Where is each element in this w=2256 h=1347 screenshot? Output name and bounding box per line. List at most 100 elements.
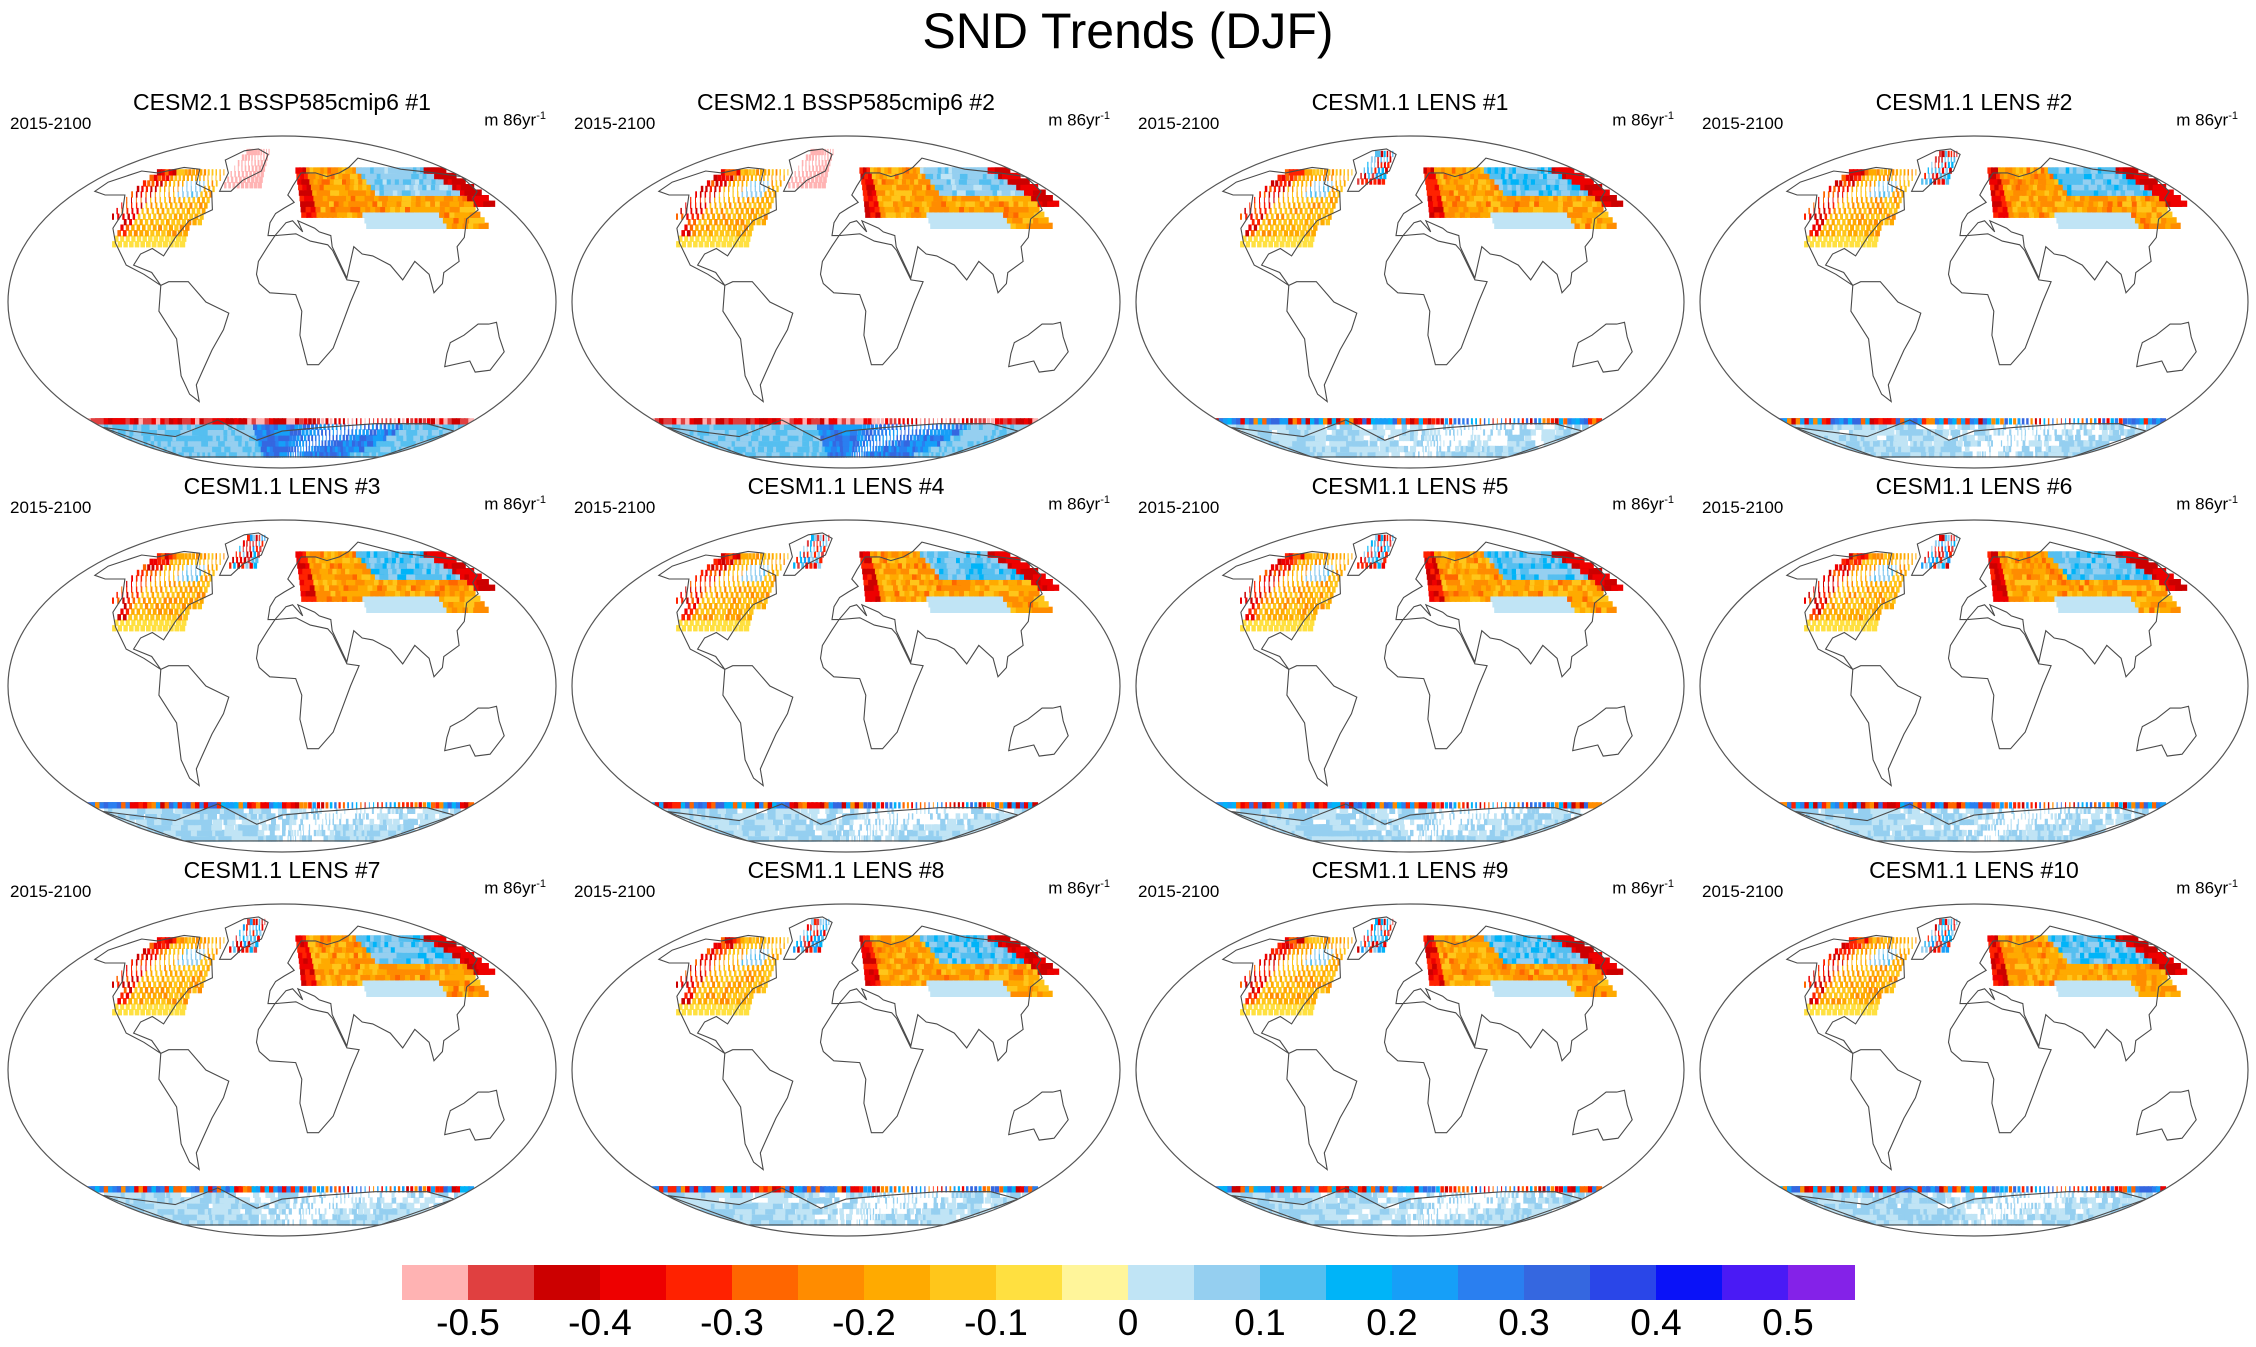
trend-cell (935, 222, 944, 229)
trend-cell (1010, 222, 1020, 229)
trend-cell (895, 211, 904, 218)
trend-cell (1955, 451, 1962, 458)
trend-cell (244, 160, 246, 167)
trend-cell (1248, 235, 1253, 242)
trend-cell (260, 445, 267, 453)
trend-cell (306, 211, 313, 218)
trend-cell (922, 429, 925, 436)
trend-cell (815, 440, 823, 447)
trend-cell (204, 586, 208, 593)
trend-cell (157, 625, 163, 632)
trend-cell (2079, 423, 2083, 430)
trend-cell (1576, 217, 1586, 224)
trend-cell (1289, 230, 1294, 237)
trend-cell (2150, 217, 2161, 224)
trend-cell (1982, 418, 1988, 425)
trend-cell (148, 597, 151, 604)
trend-cell (862, 167, 869, 174)
trend-cell (676, 241, 681, 248)
trend-cell (2052, 423, 2054, 430)
trend-cell (1950, 150, 1953, 158)
trend-cell (1014, 423, 1021, 430)
trend-cell (458, 217, 469, 224)
trend-cell (969, 206, 979, 213)
trend-cell (930, 434, 935, 442)
trend-cell (1871, 202, 1875, 209)
trend-cell (1834, 180, 1839, 187)
trend-cell (1298, 174, 1302, 181)
trend-cell (155, 230, 160, 237)
trend-cell (153, 213, 157, 220)
trend-cell (320, 206, 328, 213)
trend-cell (1874, 191, 1876, 198)
trend-cell (1842, 191, 1844, 198)
trend-cell (855, 445, 858, 453)
trend-cell (755, 191, 758, 198)
trend-cell (1541, 434, 1550, 442)
trend-cell (732, 180, 735, 187)
trend-cell (915, 418, 918, 425)
trend-cell (788, 182, 791, 189)
trend-cell (700, 185, 704, 193)
trend-cell (740, 235, 745, 242)
trend-cell (1304, 219, 1309, 226)
trend-cell (1018, 423, 1025, 430)
trend-cell (1560, 217, 1570, 224)
trend-cell (356, 434, 360, 442)
trend-cell (1383, 172, 1387, 180)
trend-cell (2014, 434, 2016, 442)
trend-cell (746, 185, 747, 193)
trend-cell (2105, 211, 2115, 218)
trend-cell (1347, 169, 1349, 176)
trend-cell (194, 213, 199, 220)
trend-cell (1877, 224, 1882, 231)
trend-cell (734, 235, 740, 242)
trend-cell (824, 418, 831, 425)
trend-cell (357, 200, 366, 207)
trend-cell (368, 418, 370, 425)
trend-cell (809, 154, 812, 161)
trend-cell (2034, 211, 2042, 218)
trend-cell (873, 178, 880, 185)
trend-cell (140, 241, 145, 248)
trend-cell (116, 207, 118, 215)
trend-cell (1928, 172, 1931, 180)
trend-cell (1455, 195, 1463, 202)
trend-cell (1245, 213, 1248, 220)
trend-cell (1847, 230, 1852, 237)
trend-cell (883, 445, 887, 453)
trend-cell (933, 217, 942, 224)
trend-cell (379, 423, 383, 430)
trend-cell (1521, 222, 1530, 229)
trend-cell (2061, 429, 2065, 436)
trend-cell (863, 418, 868, 425)
trend-cell (767, 174, 769, 181)
trend-cell (1523, 423, 1527, 430)
trend-cell (877, 429, 880, 436)
trend-cell (1471, 189, 1480, 196)
trend-cell (165, 202, 168, 209)
trend-cell (1340, 418, 1349, 425)
trend-cell (438, 423, 445, 430)
trend-cell (2001, 429, 2005, 436)
trend-cell (2106, 222, 2116, 229)
trend-cell (1379, 418, 1386, 425)
trend-cell (704, 196, 706, 204)
trend-cell (830, 429, 836, 436)
trend-cell (1361, 178, 1364, 185)
trend-cell (1992, 200, 1999, 207)
trend-cell (2052, 206, 2061, 213)
trend-cell (1864, 230, 1869, 237)
trend-cell (1843, 180, 1847, 187)
trend-cell (1962, 429, 1968, 436)
trend-cell (245, 434, 253, 442)
trend-cell (131, 608, 135, 615)
trend-cell (1439, 211, 1447, 218)
trend-cell (179, 608, 184, 615)
trend-cell (301, 211, 308, 218)
trend-cell (940, 222, 949, 229)
trend-cell (1374, 156, 1376, 163)
trend-cell (819, 440, 826, 447)
trend-cell (819, 176, 823, 183)
trend-cell (815, 154, 817, 161)
